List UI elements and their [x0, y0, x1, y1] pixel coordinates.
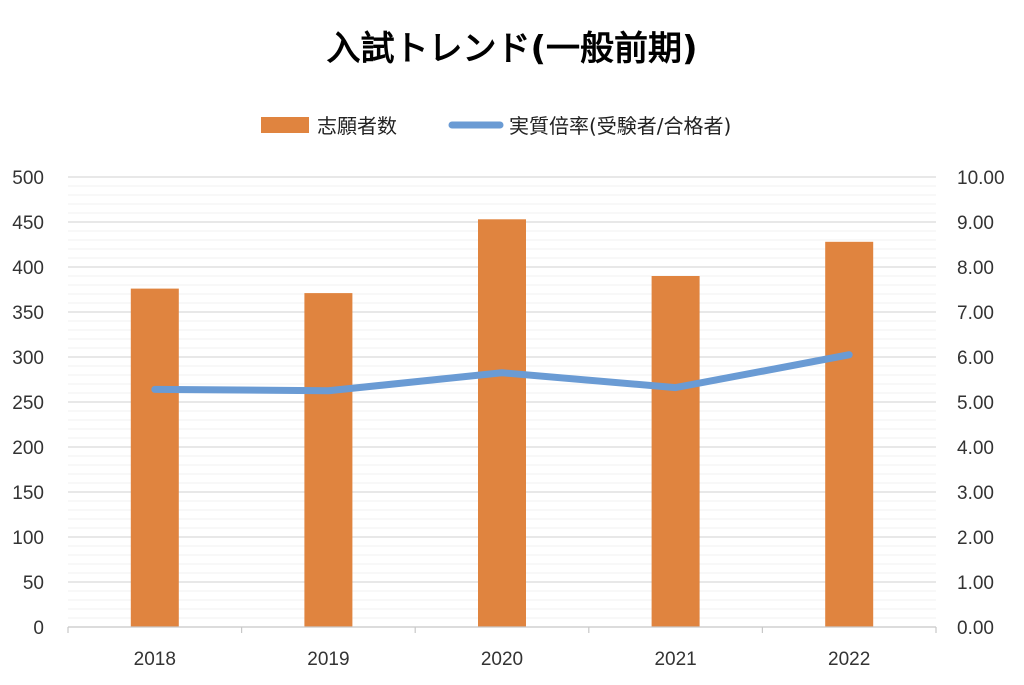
bar	[651, 276, 700, 627]
right-axis: 0.00 1.00 2.00 3.00 4.00 5.00 6.00 7.00 8.00 9.00…	[957, 168, 1005, 639]
right-tick-label: 9.00	[957, 213, 994, 234]
line-series	[151, 351, 853, 395]
left-tick-label: 50	[23, 573, 44, 594]
line-point	[675, 387, 677, 389]
x-tick-label: 2021	[654, 649, 696, 670]
left-tick-label: 200	[12, 438, 44, 459]
x-tick-label: 2022	[828, 649, 870, 670]
right-tick-label: 5.00	[957, 393, 994, 414]
left-tick-label: 150	[12, 483, 44, 504]
line-point	[501, 372, 503, 374]
left-tick-label: 400	[12, 258, 44, 279]
left-axis: 0 50 100 150 200 250 300 350 400 450 500	[12, 168, 44, 639]
bar	[478, 219, 526, 628]
x-axis: 2018 2019 2020 2021 2022	[67, 626, 937, 670]
left-tick-label: 350	[12, 303, 44, 324]
line-point	[848, 354, 850, 356]
left-tick-label: 100	[12, 528, 44, 549]
right-tick-label: 1.00	[957, 573, 994, 594]
right-tick-label: 7.00	[957, 303, 994, 324]
left-tick-label: 250	[12, 393, 44, 414]
x-tick-label: 2018	[134, 649, 176, 670]
legend-label-bar: 志願者数	[317, 114, 397, 138]
right-tick-label: 0.00	[957, 618, 994, 639]
right-tick-label: 4.00	[957, 438, 994, 459]
left-tick-label: 300	[12, 348, 44, 369]
right-tick-label: 6.00	[957, 348, 994, 369]
legend-swatch-bar	[261, 117, 309, 133]
x-tick-label: 2020	[481, 649, 523, 670]
bar-series	[130, 219, 874, 628]
right-tick-label: 10.00	[957, 168, 1005, 189]
left-tick-label: 500	[12, 168, 44, 189]
line-point	[154, 388, 156, 390]
bar	[130, 288, 179, 627]
right-tick-label: 3.00	[957, 483, 994, 504]
right-tick-label: 2.00	[957, 528, 994, 549]
left-tick-label: 0	[33, 618, 44, 639]
chart-title: 入試トレンド(一般前期)	[326, 29, 697, 69]
x-tick-label: 2019	[307, 649, 349, 670]
left-tick-label: 450	[12, 213, 44, 234]
right-tick-label: 8.00	[957, 258, 994, 279]
bar	[825, 241, 874, 628]
legend: 志願者数 実質倍率(受験者/合格者)	[261, 114, 731, 138]
legend-label-line: 実質倍率(受験者/合格者)	[509, 114, 731, 138]
bar	[304, 293, 353, 627]
line-point	[327, 390, 329, 392]
